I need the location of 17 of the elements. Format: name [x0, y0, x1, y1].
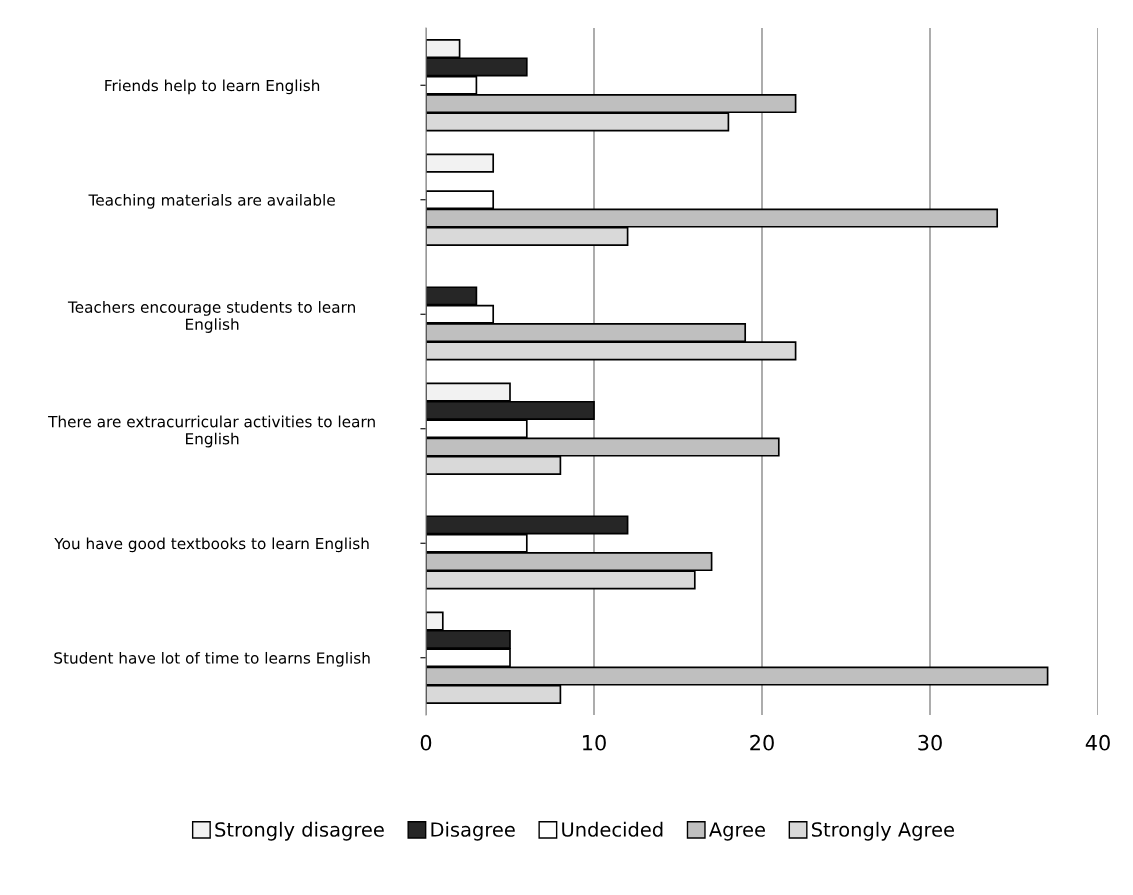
- y-tick-label: Teaching materials are available: [88, 193, 335, 209]
- x-tick-label: 10: [583, 734, 606, 751]
- y-tick-label: Student have lot of time to learns English: [54, 651, 370, 667]
- legend-label: Disagree: [431, 821, 515, 841]
- y-tick-label: Friends help to learn English: [105, 79, 320, 95]
- x-tick-label: 30: [918, 734, 942, 751]
- legend-label: Agree: [709, 822, 765, 841]
- x-tick-label: 20: [750, 734, 774, 751]
- legend-label: Undecided: [562, 821, 663, 837]
- y-tick-label: Teachers encourage students to learn English: [67, 301, 355, 333]
- x-tick-label: 40: [1085, 734, 1110, 751]
- legend-label: Strongly disagree: [215, 821, 384, 841]
- y-tick-label: There are extracurricular activities to learn English: [48, 415, 375, 448]
- x-tick-label: 0: [420, 734, 432, 751]
- y-tick-label: You have good textbooks to learn English: [54, 537, 369, 553]
- legend-label: Strongly Agree: [812, 821, 954, 841]
- bar: [426, 153, 495, 173]
